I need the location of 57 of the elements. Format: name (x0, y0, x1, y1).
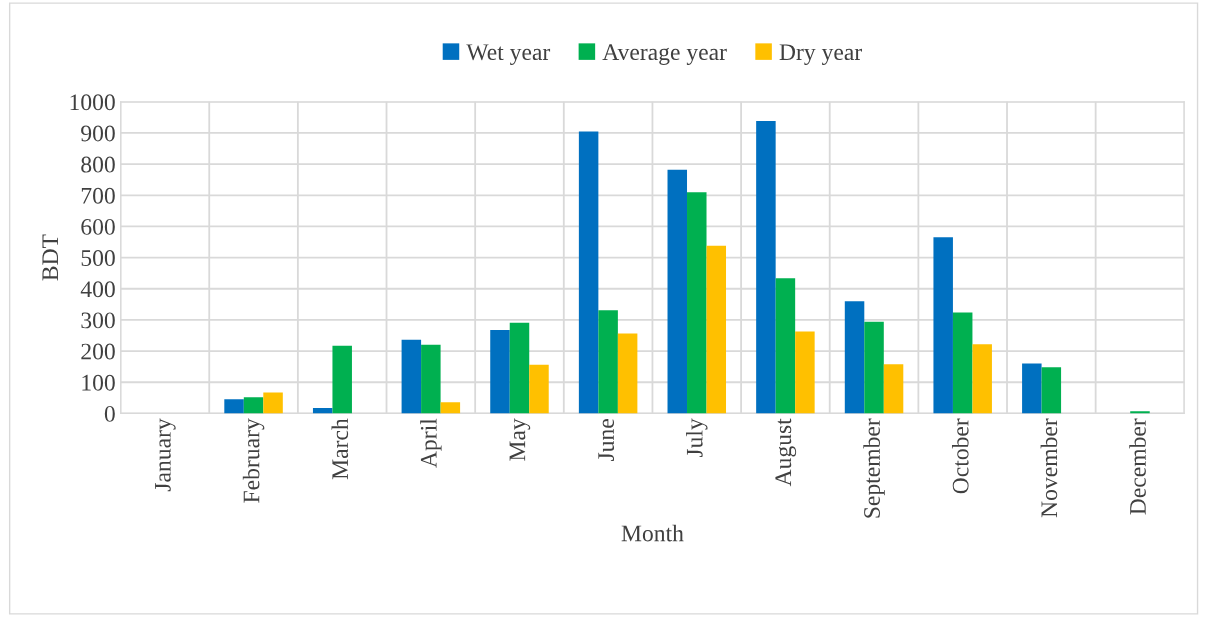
x-tick-label: January (155, 418, 176, 492)
x-tick-label: December (1129, 418, 1146, 515)
y-tick-label: 0 (104, 405, 115, 422)
bar (490, 329, 510, 414)
x-tick-label: March (331, 418, 349, 480)
y-tick-label: 500 (81, 250, 115, 267)
bar (864, 321, 884, 414)
y-tick-label: 100 (82, 374, 115, 391)
bar (667, 169, 688, 414)
bar (598, 310, 618, 414)
bar (775, 278, 796, 414)
x-tick-label: February (242, 418, 265, 503)
bar (1041, 367, 1062, 414)
bar (529, 364, 549, 414)
bar (224, 399, 244, 414)
y-tick-label: 400 (80, 281, 115, 298)
y-tick-label: 300 (81, 312, 115, 329)
bar (578, 131, 599, 414)
bar (844, 301, 865, 414)
bar (617, 333, 638, 414)
x-tick-label: October (951, 418, 969, 494)
x-axis-title: Month (621, 524, 684, 542)
bar (509, 322, 530, 414)
x-tick-label: April (420, 418, 442, 468)
bar (687, 192, 707, 414)
bar (706, 245, 727, 414)
bar (883, 364, 904, 414)
y-tick-label: 1000 (70, 94, 115, 111)
bar (263, 392, 283, 414)
y-axis-title: BDT (42, 234, 58, 281)
x-tick-label: June (598, 419, 615, 462)
x-tick-label: July (686, 418, 708, 458)
bar (795, 331, 815, 414)
bar (243, 397, 264, 414)
bar (756, 121, 776, 414)
bar (933, 237, 953, 414)
bar (440, 402, 461, 414)
bar (401, 339, 422, 414)
y-tick-label: 200 (81, 343, 115, 360)
bar (952, 312, 973, 414)
y-tick-label: 800 (81, 156, 115, 173)
legend-label: Average year (602, 44, 727, 65)
bar (1130, 411, 1150, 414)
bar (332, 345, 352, 414)
x-tick-label: May (509, 418, 531, 461)
x-tick-label: November (1040, 418, 1058, 518)
bar (312, 408, 333, 414)
bar (1022, 363, 1042, 414)
y-tick-label: 700 (81, 187, 115, 204)
y-tick-label: 600 (81, 218, 115, 235)
y-tick-label: 900 (81, 125, 115, 142)
bar (972, 344, 992, 414)
bar (421, 344, 441, 414)
x-tick-label: September (863, 418, 885, 518)
legend-label: Dry year (779, 44, 862, 65)
legend-label: Wet year (466, 44, 551, 65)
x-tick-label: August (775, 418, 797, 487)
